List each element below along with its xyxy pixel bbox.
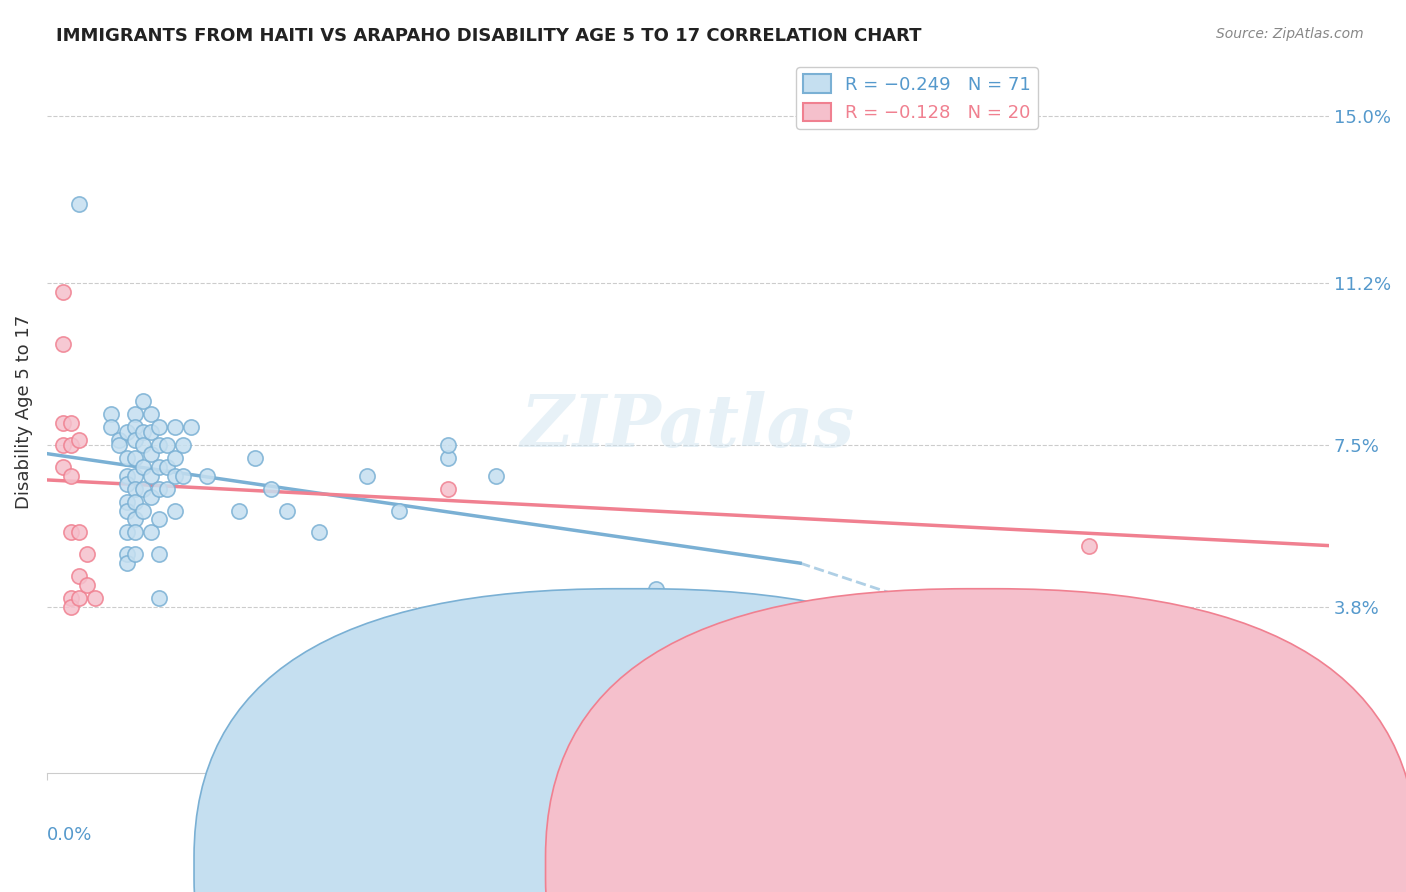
Point bbox=[165, 468, 187, 483]
Point bbox=[165, 450, 187, 465]
Point bbox=[115, 425, 138, 439]
Point bbox=[436, 450, 458, 465]
Point bbox=[59, 599, 82, 614]
Point bbox=[124, 468, 146, 483]
Point bbox=[124, 407, 146, 421]
Point bbox=[84, 591, 107, 606]
Point bbox=[67, 525, 90, 540]
Point bbox=[124, 512, 146, 526]
Point bbox=[156, 438, 179, 452]
Point bbox=[139, 425, 162, 439]
Point bbox=[115, 525, 138, 540]
Point bbox=[132, 503, 155, 517]
Point bbox=[67, 197, 90, 211]
Y-axis label: Disability Age 5 to 17: Disability Age 5 to 17 bbox=[15, 315, 32, 509]
Point bbox=[148, 459, 170, 474]
Point bbox=[52, 285, 75, 299]
Point bbox=[132, 482, 155, 496]
Point bbox=[132, 459, 155, 474]
Point bbox=[388, 503, 411, 517]
Point bbox=[308, 525, 330, 540]
Point bbox=[405, 21, 427, 36]
Point bbox=[132, 425, 155, 439]
Point bbox=[76, 578, 98, 592]
Point bbox=[124, 450, 146, 465]
Point bbox=[100, 407, 122, 421]
Point bbox=[59, 591, 82, 606]
Point bbox=[132, 438, 155, 452]
Point bbox=[139, 525, 162, 540]
Point bbox=[139, 407, 162, 421]
Point bbox=[108, 434, 131, 448]
Point bbox=[115, 450, 138, 465]
Point bbox=[67, 591, 90, 606]
Point bbox=[67, 434, 90, 448]
Text: 80.0%: 80.0% bbox=[1272, 826, 1329, 844]
Point bbox=[115, 547, 138, 561]
Point bbox=[52, 459, 75, 474]
Point bbox=[356, 468, 378, 483]
Point bbox=[108, 438, 131, 452]
Point bbox=[644, 582, 666, 597]
Point bbox=[124, 547, 146, 561]
Point bbox=[148, 591, 170, 606]
Point bbox=[76, 547, 98, 561]
Point bbox=[676, 591, 699, 606]
Point bbox=[124, 525, 146, 540]
Point bbox=[132, 394, 155, 409]
Point bbox=[548, 591, 571, 606]
Point bbox=[52, 416, 75, 430]
Text: Source: ZipAtlas.com: Source: ZipAtlas.com bbox=[1216, 27, 1364, 41]
Point bbox=[156, 482, 179, 496]
Point bbox=[172, 468, 194, 483]
Text: ZIPatlas: ZIPatlas bbox=[520, 391, 855, 462]
Point bbox=[485, 468, 508, 483]
Point bbox=[228, 503, 250, 517]
Point bbox=[436, 438, 458, 452]
Text: IMMIGRANTS FROM HAITI VS ARAPAHO DISABILITY AGE 5 TO 17 CORRELATION CHART: IMMIGRANTS FROM HAITI VS ARAPAHO DISABIL… bbox=[56, 27, 922, 45]
Point bbox=[124, 482, 146, 496]
Point bbox=[59, 416, 82, 430]
Point bbox=[245, 450, 267, 465]
Point bbox=[516, 635, 538, 649]
Point bbox=[276, 503, 298, 517]
Point bbox=[115, 468, 138, 483]
Point bbox=[165, 503, 187, 517]
Point bbox=[165, 420, 187, 434]
Point bbox=[139, 447, 162, 461]
Point bbox=[1077, 539, 1099, 553]
Point bbox=[124, 434, 146, 448]
Point bbox=[59, 468, 82, 483]
Point bbox=[52, 438, 75, 452]
Point bbox=[148, 512, 170, 526]
Text: 0.0%: 0.0% bbox=[46, 826, 93, 844]
Point bbox=[260, 482, 283, 496]
Point bbox=[59, 525, 82, 540]
Point bbox=[148, 438, 170, 452]
Point bbox=[100, 420, 122, 434]
Point bbox=[139, 468, 162, 483]
Point bbox=[115, 503, 138, 517]
Point bbox=[67, 569, 90, 583]
Text: Arapaho: Arapaho bbox=[1001, 859, 1071, 877]
Point bbox=[148, 547, 170, 561]
Point bbox=[195, 468, 218, 483]
Text: Immigrants from Haiti: Immigrants from Haiti bbox=[650, 859, 832, 877]
Point bbox=[139, 491, 162, 505]
Point bbox=[156, 459, 179, 474]
Point bbox=[115, 495, 138, 509]
Point bbox=[124, 495, 146, 509]
Point bbox=[124, 420, 146, 434]
Point bbox=[148, 420, 170, 434]
Point bbox=[172, 438, 194, 452]
Point bbox=[148, 482, 170, 496]
Point bbox=[59, 438, 82, 452]
Point bbox=[52, 337, 75, 351]
Point bbox=[436, 482, 458, 496]
Point bbox=[115, 477, 138, 491]
Point bbox=[596, 599, 619, 614]
Point bbox=[115, 556, 138, 570]
Point bbox=[180, 420, 202, 434]
Legend: R = −0.249   N = 71, R = −0.128   N = 20: R = −0.249 N = 71, R = −0.128 N = 20 bbox=[796, 67, 1038, 129]
